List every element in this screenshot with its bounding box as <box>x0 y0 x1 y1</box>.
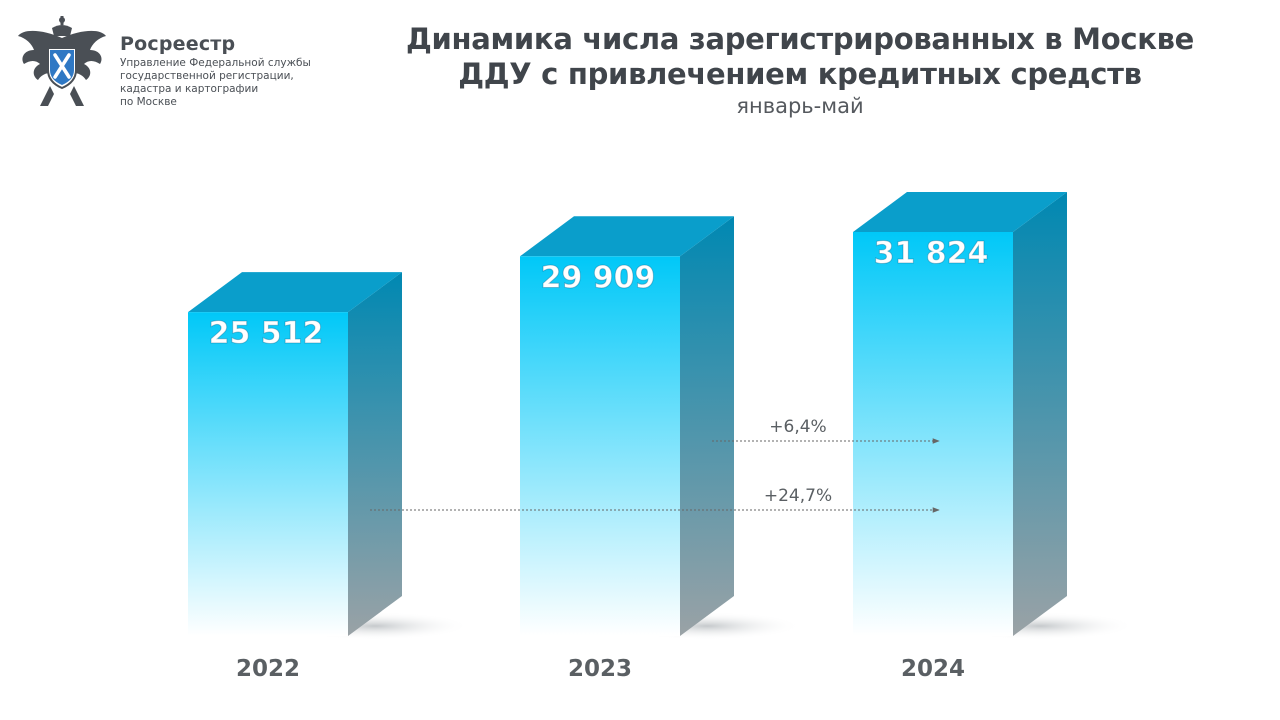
bar-side <box>1013 192 1067 636</box>
bar-front <box>520 256 680 636</box>
bar-2023: 29 909 2023 <box>520 216 802 682</box>
category-label-2024: 2024 <box>901 656 965 682</box>
chart-title-line: Динамика числа зарегистрированных в Моск… <box>405 22 1195 56</box>
bar-top <box>188 272 402 313</box>
bar-front <box>188 312 348 636</box>
growth-label: +6,4% <box>769 417 826 437</box>
bar-2024: 31 824 2024 <box>853 192 1135 682</box>
bar-top <box>520 216 734 257</box>
bar-top <box>853 192 1067 232</box>
value-label-2024: 31 824 <box>874 236 989 271</box>
growth-label: +24,7% <box>764 486 832 506</box>
bar-front <box>853 232 1013 636</box>
value-label-2023: 29 909 <box>541 260 656 295</box>
bar-side <box>680 216 734 636</box>
category-label-2023: 2023 <box>568 656 632 682</box>
chart-title: Динамика числа зарегистрированных в Моск… <box>400 22 1200 92</box>
bar-2022: 25 512 2022 <box>188 272 470 682</box>
bar-side <box>348 272 402 636</box>
growth-annotation: +24,7% <box>370 486 940 513</box>
growth-annotation: +6,4% <box>712 417 940 444</box>
brand-subtitle-line: государственной регистрации, <box>120 70 294 82</box>
brand-subtitle: Управление Федеральной службы государств… <box>120 57 320 109</box>
brand-subtitle-line: кадастра и картографии <box>120 83 259 95</box>
value-label-2022: 25 512 <box>209 316 324 351</box>
brand-subtitle-line: по Москве <box>120 96 177 108</box>
brand-name: Росреестр <box>120 33 236 55</box>
rosreestr-emblem-icon <box>18 16 106 106</box>
chart-title-line: ДДУ с привлечением кредитных средств <box>458 57 1142 91</box>
category-label-2022: 2022 <box>236 656 300 682</box>
chart-subtitle: январь-май <box>736 94 864 118</box>
brand-subtitle-line: Управление Федеральной службы <box>120 57 311 69</box>
